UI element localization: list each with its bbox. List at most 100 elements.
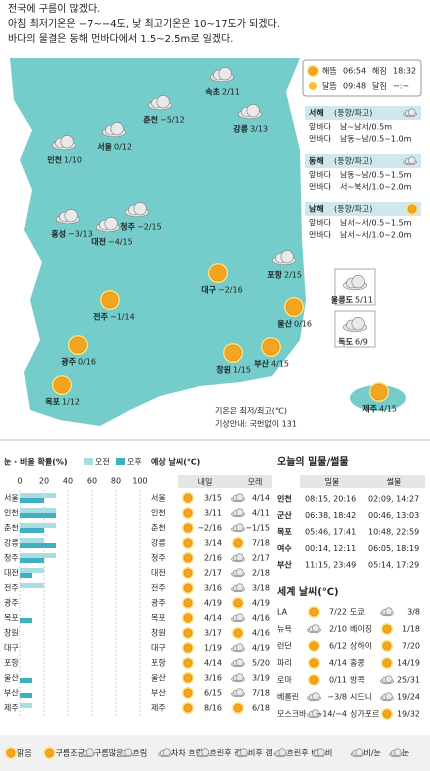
cloud-part bbox=[235, 508, 244, 517]
sun-icon bbox=[233, 703, 243, 713]
city-temp: 5/11 bbox=[355, 296, 373, 305]
cloud-part bbox=[218, 66, 232, 81]
tide-city: 부산 bbox=[277, 560, 292, 570]
cloud-part bbox=[246, 103, 260, 118]
city-temp: 4/15 bbox=[271, 360, 289, 369]
forecast-city: 서울 bbox=[151, 494, 166, 503]
cloud-icon bbox=[389, 748, 403, 758]
cloud-part bbox=[311, 624, 320, 633]
city-temp: 1/15 bbox=[233, 366, 251, 375]
tide-high: 11:15, 23:49 bbox=[305, 561, 356, 570]
forecast-temp: −2/16 bbox=[197, 524, 222, 533]
sea-body bbox=[305, 168, 421, 196]
sun-icon bbox=[101, 291, 119, 309]
sun-time: 06:54 bbox=[343, 67, 366, 76]
world-city: 싱가포르 bbox=[350, 709, 379, 719]
cloud-icon bbox=[158, 748, 172, 758]
legend-item: 흐린후 비 bbox=[287, 748, 319, 758]
legend-item: 구름조금 bbox=[56, 749, 85, 758]
bar bbox=[20, 513, 56, 518]
bar bbox=[20, 583, 44, 588]
city-name: 목포 bbox=[45, 398, 60, 407]
world-temp: 19/32 bbox=[397, 710, 420, 719]
sun-box bbox=[302, 59, 422, 97]
tide-city: 목포 bbox=[277, 528, 292, 537]
tide-low: 02:09, 14:27 bbox=[368, 495, 419, 504]
cloud-part bbox=[85, 748, 94, 757]
city-temp: 2/11 bbox=[222, 88, 240, 97]
cloud-icon bbox=[237, 103, 263, 120]
tide-column: 썰물 bbox=[387, 477, 402, 487]
sun-icon bbox=[183, 583, 193, 593]
forecast-city: 부산 bbox=[151, 688, 166, 698]
tide-high: 08:15, 20:16 bbox=[305, 495, 356, 504]
cloud-icon bbox=[342, 275, 368, 291]
cloud-icon bbox=[231, 643, 245, 653]
world-temp: 4/14 bbox=[329, 659, 347, 668]
city-name: 제주 bbox=[362, 404, 377, 414]
city-name: 광주 bbox=[61, 357, 76, 367]
world-city: 모스크바 bbox=[277, 709, 307, 719]
sea-row-label: 앞바다 bbox=[309, 218, 332, 228]
cloud-part bbox=[351, 317, 365, 331]
sea-row-value: 남~남서/0.5m bbox=[340, 123, 392, 132]
tide-low: 06:05, 18:19 bbox=[368, 544, 419, 553]
cloud-icon bbox=[307, 624, 321, 634]
cloud-part bbox=[201, 748, 210, 757]
legend-item: 맑음 bbox=[17, 749, 32, 758]
city-temp: 3/13 bbox=[250, 125, 268, 134]
x-tick-label: 60 bbox=[87, 477, 97, 486]
cloud-part bbox=[235, 523, 244, 532]
cloud-part bbox=[355, 748, 364, 757]
forecast-temp: 3/14 bbox=[204, 539, 222, 548]
header-line: 아침 최저기온은 −7~−4도, 낮 최고기온은 10~17도가 되겠다. bbox=[8, 18, 280, 30]
x-tick-label: 20 bbox=[39, 477, 49, 486]
forecast-temp: 3/15 bbox=[204, 494, 222, 503]
sun-icon bbox=[382, 658, 392, 668]
cloud-icon bbox=[307, 709, 321, 719]
tide-city: 군산 bbox=[277, 510, 292, 520]
world-temp: 6/12 bbox=[329, 642, 347, 651]
cloud-icon bbox=[196, 748, 211, 758]
city-temp: 1/12 bbox=[62, 398, 80, 407]
category-label: 전주 bbox=[4, 583, 19, 593]
sun-icon bbox=[224, 344, 242, 362]
tide-high: 05:46, 17:41 bbox=[305, 528, 356, 537]
legend-item: 비/눈 bbox=[364, 749, 381, 758]
cloud-icon bbox=[273, 748, 288, 758]
cloud-part bbox=[235, 673, 244, 682]
category-label: 울산 bbox=[4, 673, 19, 683]
tide-city: 여수 bbox=[277, 543, 292, 553]
cloud-part bbox=[239, 748, 248, 757]
category-label: 춘천 bbox=[4, 523, 19, 533]
sea-header bbox=[305, 154, 421, 168]
category-label: 제주 bbox=[4, 704, 19, 713]
forecast-temp: −1/15 bbox=[245, 524, 270, 533]
legend-item: 눈 bbox=[402, 749, 409, 758]
cloud-icon bbox=[124, 201, 150, 218]
cloud-part bbox=[384, 692, 393, 701]
sea-row-label: 먼바다 bbox=[309, 230, 332, 240]
category-label: 부산 bbox=[4, 688, 19, 698]
forecast-temp: 3/18 bbox=[252, 584, 270, 593]
category-label: 대전 bbox=[4, 568, 19, 578]
cloud-part bbox=[407, 108, 416, 117]
sun-icon bbox=[6, 748, 16, 758]
world-temp: 7/22 bbox=[329, 608, 347, 617]
forecast-temp: 4/14 bbox=[252, 494, 270, 503]
sea-sub: (풍향/파고) bbox=[334, 205, 372, 214]
sun-icon bbox=[183, 553, 193, 563]
sea-row-value: 남서~서/0.5~1.5m bbox=[340, 219, 412, 228]
world-city: 도쿄 bbox=[350, 608, 365, 617]
cloud-icon bbox=[235, 748, 249, 758]
legend-item: 비후 갬 bbox=[248, 748, 273, 758]
cloud-part bbox=[235, 583, 244, 592]
city-name: 울릉도 bbox=[331, 295, 354, 305]
tide-column: 밀물 bbox=[325, 478, 340, 487]
city-temp: 4/15 bbox=[379, 405, 397, 414]
forecast-city: 대구 bbox=[151, 644, 166, 653]
forecast-temp: 6/15 bbox=[204, 689, 222, 698]
cloud-icon bbox=[271, 249, 297, 266]
bar bbox=[20, 493, 56, 498]
sun-icon bbox=[233, 538, 243, 548]
